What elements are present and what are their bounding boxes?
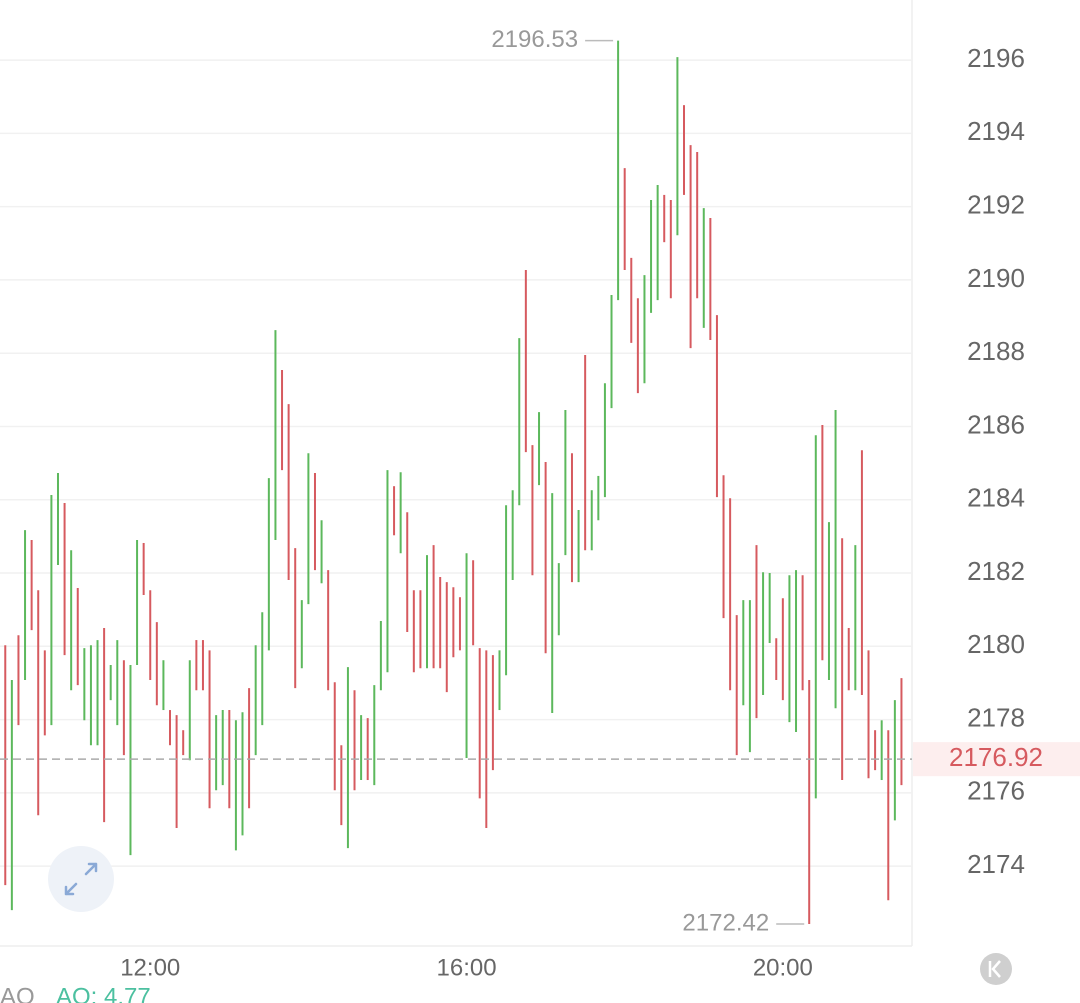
last-price-label: 2176.92 xyxy=(949,742,1043,772)
expand-icon[interactable] xyxy=(64,862,98,896)
y-tick-label: 2184 xyxy=(967,483,1025,513)
expand-button-bg[interactable] xyxy=(48,846,114,912)
last-price-bg xyxy=(913,742,1080,777)
y-tick-label: 2180 xyxy=(967,629,1025,659)
y-tick-label: 2178 xyxy=(967,702,1025,732)
y-tick-label: 2174 xyxy=(967,849,1025,879)
max-label: 2196.53 xyxy=(491,26,578,53)
y-tick-label: 2192 xyxy=(967,190,1025,220)
y-tick-label: 2176 xyxy=(967,776,1025,806)
reset-button[interactable] xyxy=(980,953,1012,985)
y-tick-label: 2196 xyxy=(967,43,1025,73)
reset-icon[interactable] xyxy=(988,960,1001,978)
x-tick-label: 20:00 xyxy=(753,954,813,981)
indicator-value: AO: 4.77 xyxy=(56,983,151,1003)
x-tick-label: 12:00 xyxy=(120,954,180,981)
min-label: 2172.42 xyxy=(682,909,769,936)
y-tick-label: 2186 xyxy=(967,409,1025,439)
expand-button[interactable] xyxy=(48,846,114,912)
y-tick-label: 2188 xyxy=(967,336,1025,366)
y-tick-label: 2182 xyxy=(967,556,1025,586)
indicator-name: AO xyxy=(0,983,35,1003)
x-tick-label: 16:00 xyxy=(437,954,497,981)
reset-button-bg[interactable] xyxy=(980,953,1012,985)
y-tick-label: 2190 xyxy=(967,263,1025,293)
y-tick-label: 2194 xyxy=(967,116,1025,146)
